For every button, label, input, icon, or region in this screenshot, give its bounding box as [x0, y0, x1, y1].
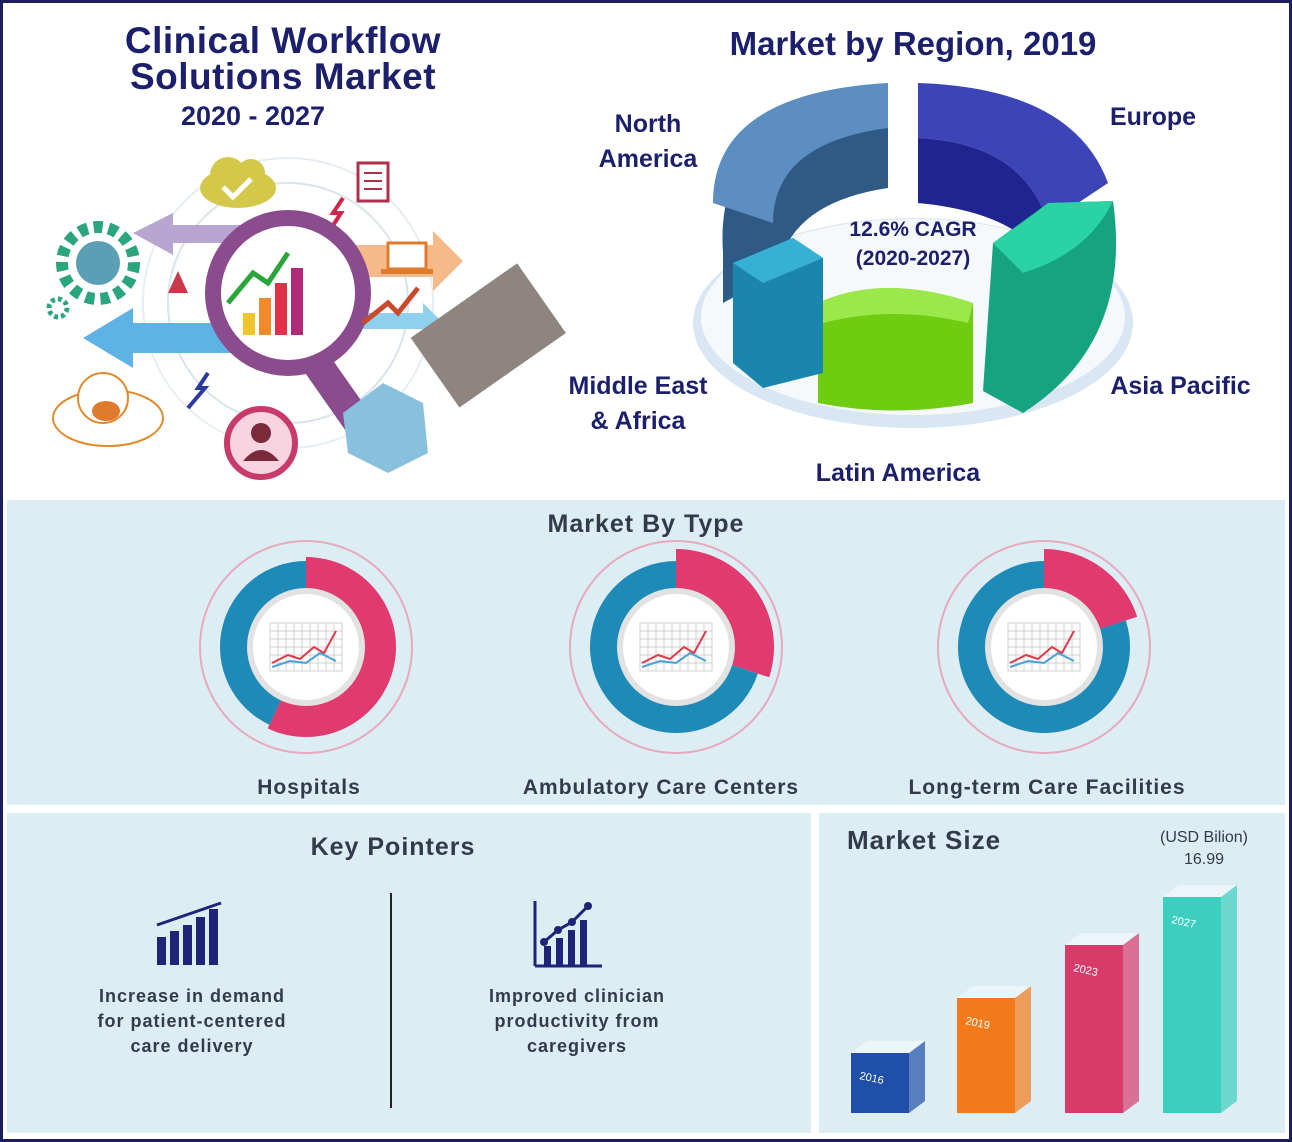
type-section-title: Market By Type: [547, 510, 745, 538]
trend-chart-icon: [639, 622, 713, 672]
market-size-unit: (USD Bilion) 16.99: [1139, 827, 1269, 871]
value-2027-label: 16.99: [1183, 851, 1225, 868]
bar-year-label: 2027: [1170, 914, 1196, 931]
pointer-1-line1: Increase in demand: [98, 986, 286, 1006]
pointers-divider: [390, 893, 392, 1108]
donut-share-segment: [267, 557, 397, 737]
pointer-2-line2: productivity from: [494, 1011, 660, 1031]
type-donuts: [199, 540, 1151, 754]
donut-share-segment: [676, 549, 775, 678]
user-avatar-icon: [224, 406, 298, 480]
market-size-title: Market Size: [847, 825, 1002, 855]
bar-2016: 2016: [851, 1041, 925, 1113]
slice-middle-east-africa: [733, 238, 823, 388]
arrow-right-blue-icon: [363, 303, 441, 339]
bar-year-label: 2023: [1072, 962, 1098, 979]
pointer-2-line1: Improved clinician: [488, 986, 666, 1006]
workflow-illustration: [46, 157, 566, 480]
bar-top: [1065, 933, 1139, 945]
label-north-america: North America: [573, 107, 723, 177]
bar-year-label: 2016: [858, 1070, 884, 1087]
bar-side: [909, 1041, 925, 1113]
bar-2019: 2019: [957, 986, 1031, 1113]
cloud-check-icon: [200, 157, 276, 208]
market-size-bars: 2016 2019 2023 2027: [851, 885, 1237, 1113]
donut-rest-segment: [958, 561, 1130, 733]
region-chart-title: Market by Region, 2019: [729, 25, 1097, 62]
cagr-label: 12.6% CAGR (2020-2027): [813, 215, 1013, 273]
slice-north-america: [713, 83, 888, 303]
donut-outer-ring: [569, 540, 783, 754]
title-years: 2020 - 2027: [180, 101, 326, 131]
growth-chart-icon: [533, 901, 602, 968]
bar-front: [851, 1053, 909, 1113]
hand-icon: [343, 383, 428, 473]
slice-europe: [918, 83, 1108, 268]
type-label-long-term: Long-term Care Facilities: [908, 776, 1186, 799]
bar-chart-icon: [156, 901, 222, 965]
gear-icon: [56, 221, 140, 305]
donut-rest-segment: [220, 561, 306, 725]
donut-ambulatory-care-centers: [569, 540, 783, 754]
label-asia-pacific: Asia Pacific: [1110, 372, 1251, 400]
label-latin-america: Latin America: [815, 459, 981, 487]
bar-front: [1163, 897, 1221, 1113]
pointers-title: Key Pointers: [310, 833, 476, 861]
chat-cloud-icon: [52, 372, 164, 447]
label-north-america-line1: North: [614, 110, 682, 138]
bar-side: [1123, 933, 1139, 1113]
bar-front: [1065, 945, 1123, 1113]
type-label-ambulatory: Ambulatory Care Centers: [522, 776, 800, 799]
bar-top: [1163, 885, 1237, 897]
bar-2027: 2027: [1163, 885, 1237, 1113]
pyramid-icon: [168, 271, 188, 293]
pointer-2-line3: caregivers: [526, 1036, 628, 1056]
donut-long-term-care-facilities: [937, 540, 1151, 754]
label-north-america-line2: America: [598, 145, 698, 173]
label-mea-line2: & Africa: [590, 407, 686, 435]
donut-share-segment: [1044, 549, 1138, 630]
pointer-1-text: Increase in demand for patient-centered …: [67, 984, 317, 1059]
type-label-hospitals: Hospitals: [257, 776, 361, 799]
cagr-period: (2020-2027): [855, 247, 971, 270]
trend-chart-icon: [269, 622, 343, 672]
unit-label: (USD Bilion): [1159, 829, 1248, 846]
trend-chart-icon: [1007, 622, 1081, 672]
pointer-2-text: Improved clinician productivity from car…: [452, 984, 702, 1059]
bar-year-label: 2019: [964, 1015, 990, 1032]
pointer-1-line2: for patient-centered: [97, 1011, 287, 1031]
laptop-icon: [386, 241, 428, 271]
donut-hospitals: [199, 540, 413, 754]
bar-side: [1015, 986, 1031, 1113]
donut-outer-ring: [199, 540, 413, 754]
arrow-left-purple-icon: [133, 213, 253, 255]
arrow-left-blue-icon: [83, 308, 243, 368]
slice-latin-america: [818, 288, 973, 411]
pointer-1-line3: care delivery: [130, 1036, 254, 1056]
slice-asia-pacific: [983, 201, 1117, 413]
bar-2023: 2023: [1065, 933, 1139, 1113]
label-middle-east-africa: Middle East & Africa: [558, 369, 718, 439]
label-mea-line1: Middle East: [568, 372, 708, 400]
bar-top: [851, 1041, 925, 1053]
bar-side: [1221, 885, 1237, 1113]
title-line-2: Solutions Market: [129, 56, 437, 97]
market-size-panel: Market Size (USD Bilion) 16.99 2016 2019 2…: [819, 813, 1285, 1133]
page-title: Clinical Workflow Solutions Market: [63, 20, 503, 97]
pointers-panel: Key Pointers Increase in demand for pati…: [7, 813, 811, 1133]
donut-outer-ring: [937, 540, 1151, 754]
label-europe: Europe: [1109, 103, 1197, 131]
title-line-1: Clinical Workflow: [124, 20, 442, 61]
type-panel: Market By Type Hospitals Ambulatory Care…: [7, 500, 1285, 805]
bar-front: [957, 998, 1015, 1113]
region-donut-chart: [693, 83, 1133, 428]
sleeve-icon: [410, 263, 566, 408]
cagr-value: 12.6% CAGR: [849, 218, 977, 241]
bar-top: [957, 986, 1031, 998]
